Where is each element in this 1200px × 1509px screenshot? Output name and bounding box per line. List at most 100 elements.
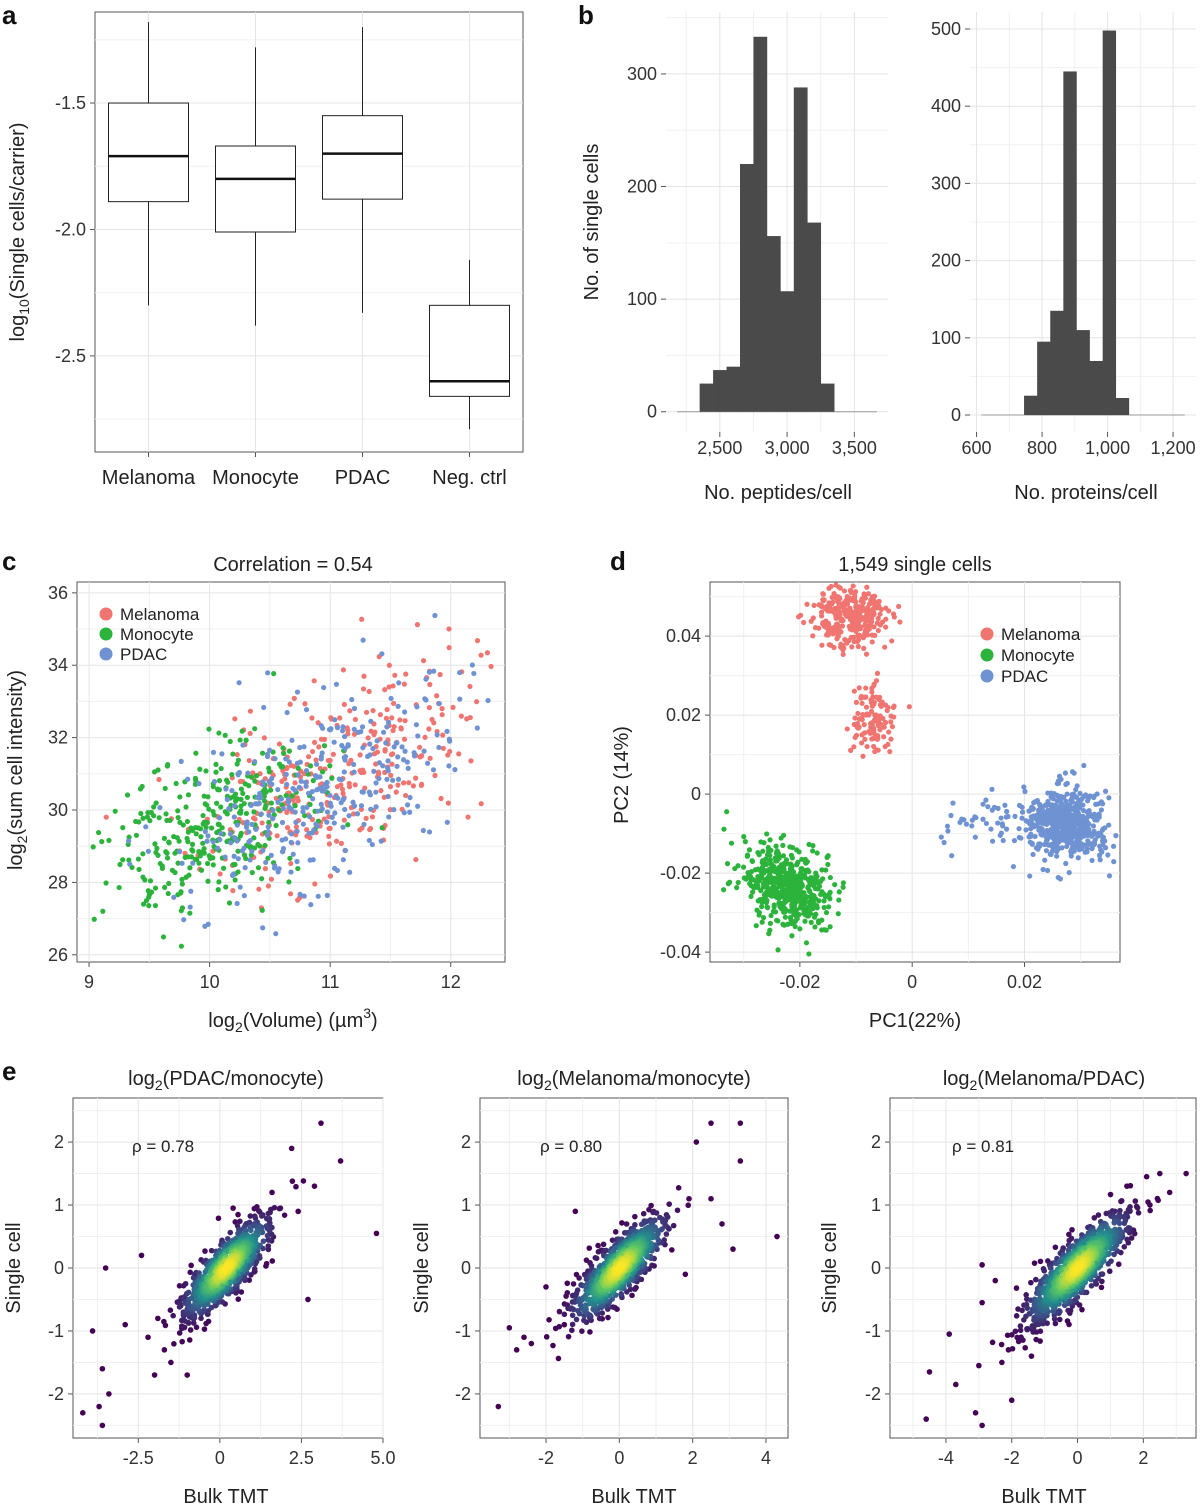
data-point (244, 794, 251, 801)
data-point (792, 923, 798, 930)
legend-item-melanoma: Melanoma (99, 605, 200, 624)
data-point (844, 601, 851, 607)
legend-item-monocyte: Monocyte (99, 625, 194, 644)
y-tick-label: -0.04 (660, 942, 701, 962)
data-point (374, 738, 380, 744)
data-point (1029, 804, 1035, 810)
legend-item-pdac: PDAC (980, 667, 1048, 686)
y-tick-label: 0 (461, 1258, 471, 1278)
data-point (791, 885, 798, 892)
data-point (1090, 823, 1097, 829)
data-point (980, 801, 986, 807)
data-point (332, 717, 338, 723)
data-point (447, 738, 453, 744)
panel-e1-title: log2(PDAC/monocyte) (128, 1068, 324, 1093)
data-point (167, 817, 173, 824)
data-point (1053, 802, 1059, 809)
data-point (760, 915, 767, 921)
data-point (99, 1422, 106, 1429)
data-point (1106, 1268, 1113, 1275)
data-point (457, 669, 463, 676)
data-point (812, 924, 818, 930)
data-point (1017, 1323, 1024, 1329)
data-point (550, 1342, 556, 1349)
data-point (983, 797, 989, 803)
data-point (284, 781, 290, 788)
data-point (798, 866, 804, 872)
data-point (426, 704, 432, 711)
data-point (272, 863, 278, 869)
data-point (427, 755, 433, 761)
data-point (178, 1302, 184, 1309)
data-point (852, 623, 858, 629)
data-point (471, 670, 477, 677)
data-point (1052, 1244, 1059, 1251)
data-point (259, 907, 265, 913)
data-point (1055, 778, 1062, 784)
data-point (178, 889, 184, 895)
data-point (146, 903, 152, 909)
data-point (146, 894, 152, 900)
data-point (875, 627, 881, 634)
data-point (247, 857, 253, 863)
panel-e3-title-log: log (943, 1068, 970, 1090)
data-point (215, 887, 221, 893)
data-point (768, 890, 774, 897)
data-point (366, 688, 372, 695)
data-point (136, 866, 142, 873)
legend-swatch (99, 647, 113, 661)
data-point (186, 872, 192, 878)
panel-e2-title-log: log (517, 1068, 544, 1090)
data-point (331, 739, 337, 745)
legend-label: PDAC (120, 645, 167, 664)
data-point (103, 880, 109, 886)
data-point (1128, 1235, 1135, 1241)
panel-c-ylabel-log: log (5, 843, 27, 870)
data-point (330, 751, 336, 757)
data-point (340, 857, 346, 863)
data-point (1060, 825, 1066, 831)
data-point (1062, 831, 1068, 837)
data-point (89, 1328, 96, 1334)
data-point (1078, 832, 1084, 838)
data-point (808, 618, 814, 624)
data-point (972, 814, 978, 820)
data-point (1000, 837, 1006, 844)
data-point (303, 779, 309, 786)
data-point (846, 637, 852, 644)
data-point (570, 1306, 577, 1313)
data-point (305, 754, 312, 760)
data-point (205, 878, 211, 884)
data-point (792, 918, 798, 924)
data-point (222, 809, 228, 815)
data-point (205, 1318, 212, 1325)
data-point (468, 758, 474, 764)
data-point (820, 597, 826, 603)
data-point (1062, 820, 1068, 827)
data-point (179, 876, 185, 883)
x-tick-label: 1,000 (1085, 438, 1130, 458)
data-point (288, 1145, 295, 1152)
data-point (579, 1328, 585, 1334)
data-point (944, 823, 951, 829)
data-point (858, 598, 864, 604)
data-point (1028, 833, 1034, 839)
data-point (367, 825, 374, 832)
data-point (376, 771, 382, 777)
y-tick-label: 0 (647, 402, 657, 422)
data-point (238, 1289, 245, 1295)
data-point (1051, 827, 1057, 834)
data-point (1098, 1271, 1104, 1278)
data-point (354, 811, 361, 817)
data-point (748, 869, 755, 875)
data-point (218, 831, 224, 837)
data-point (773, 843, 779, 849)
data-point (883, 616, 889, 622)
data-point (860, 711, 866, 718)
data-point (235, 1211, 241, 1218)
data-point (239, 848, 245, 854)
data-point (361, 673, 367, 679)
data-point (807, 902, 813, 908)
data-point (1089, 845, 1095, 851)
data-point (385, 793, 391, 800)
